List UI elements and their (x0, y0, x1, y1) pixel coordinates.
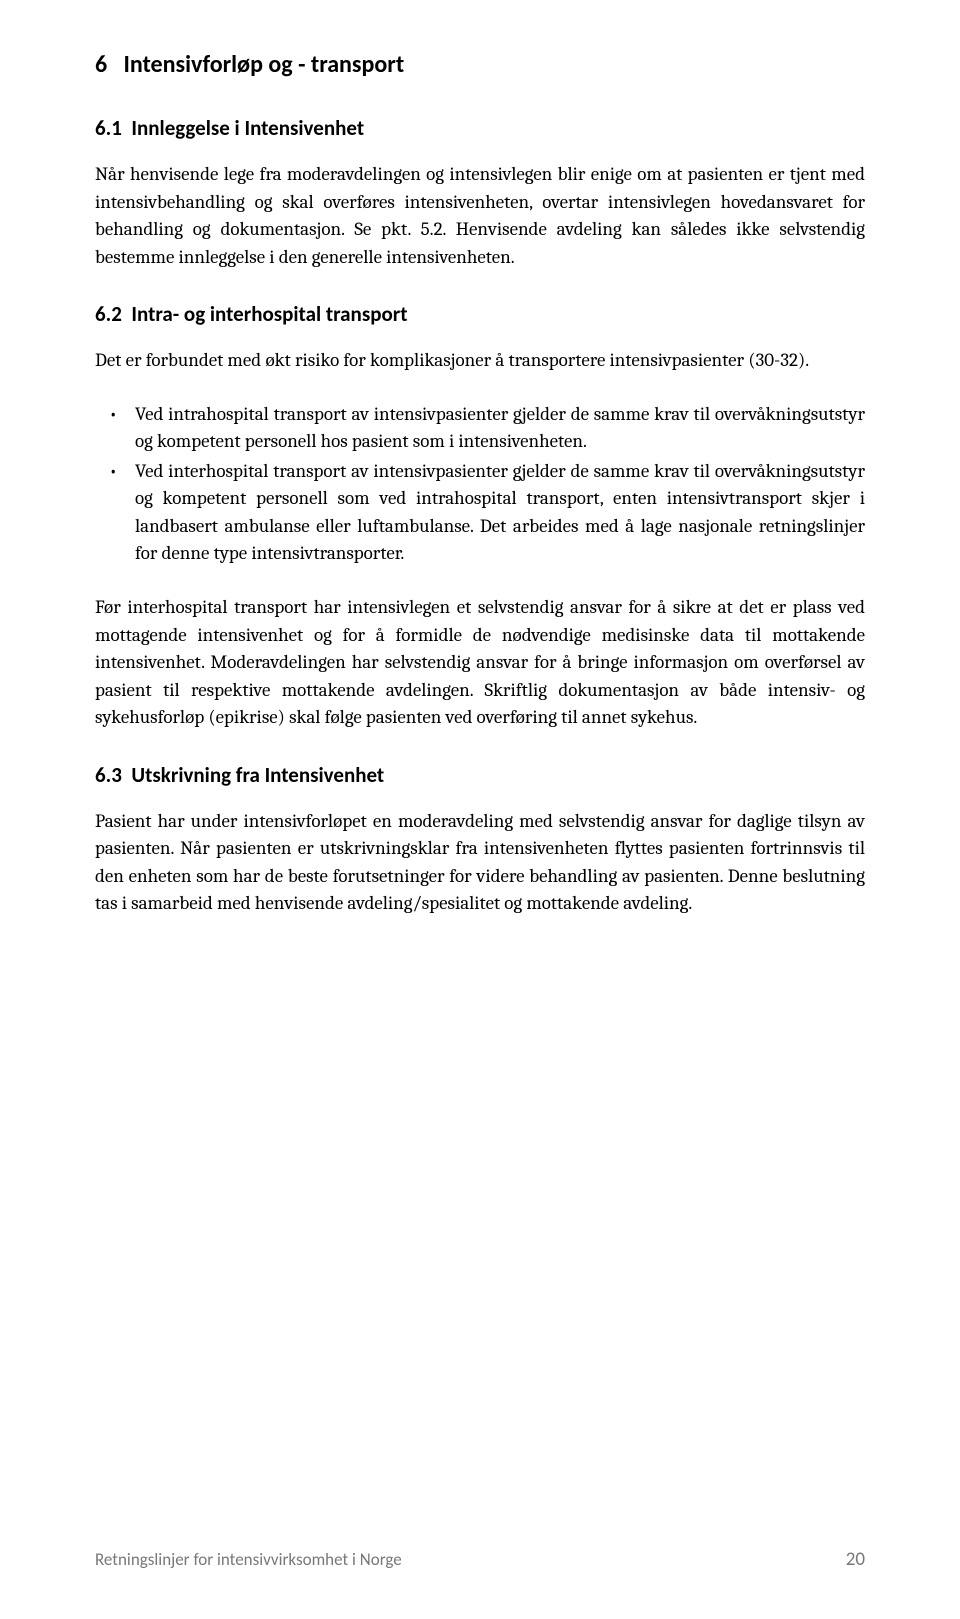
bullet-list-6-2: Ved intrahospital transport av intensivp… (95, 401, 865, 568)
list-item: Ved interhospital transport av intensivp… (95, 458, 865, 568)
heading-6-1: 6.1 Innleggelse i Intensivenhet (95, 115, 865, 141)
paragraph-6-3: Pasient har under intensivforløpet en mo… (95, 808, 865, 918)
document-page: 6 Intensivforløp og - transport 6.1 Innl… (0, 0, 960, 1619)
heading-6-2: 6.2 Intra- og interhospital transport (95, 301, 865, 327)
page-footer: Retningslinjer for intensivvirksomhet i … (95, 1548, 865, 1571)
list-item: Ved intrahospital transport av intensivp… (95, 401, 865, 456)
heading-6-3: 6.3 Utskrivning fra Intensivenhet (95, 762, 865, 788)
footer-page-number: 20 (846, 1548, 865, 1571)
heading-6-1-title: Innleggelse i Intensivenhet (131, 115, 364, 141)
heading-6-3-num: 6.3 (95, 762, 122, 788)
heading-6-num: 6 (95, 50, 107, 79)
paragraph-6-2-intro: Det er forbundet med økt risiko for komp… (95, 347, 865, 375)
paragraph-6-2-post: Før interhospital transport har intensiv… (95, 594, 865, 732)
heading-6-title: Intensivforløp og - transport (123, 50, 404, 79)
heading-6-1-num: 6.1 (95, 115, 122, 141)
heading-6: 6 Intensivforløp og - transport (95, 50, 865, 79)
heading-6-2-title: Intra- og interhospital transport (131, 301, 407, 327)
heading-6-2-num: 6.2 (95, 301, 122, 327)
heading-6-3-title: Utskrivning fra Intensivenhet (131, 762, 384, 788)
footer-text: Retningslinjer for intensivvirksomhet i … (95, 1549, 402, 1570)
paragraph-6-1: Når henvisende lege fra moderavdelingen … (95, 161, 865, 271)
